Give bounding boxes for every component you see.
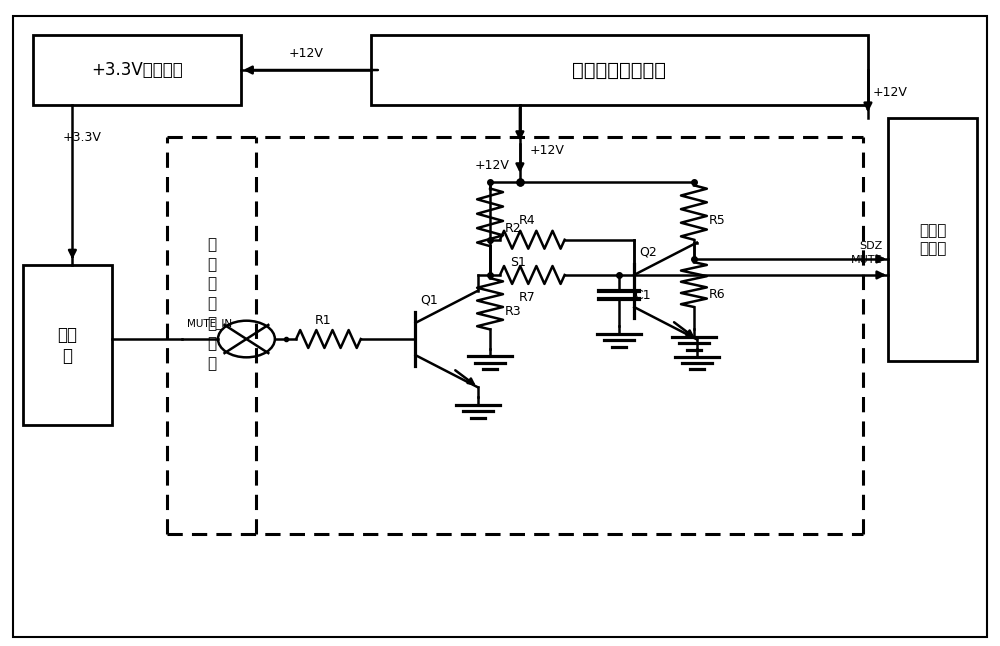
Text: MUTE_IN: MUTE_IN xyxy=(187,318,232,329)
Bar xyxy=(23,266,112,426)
Text: 处理
器: 处理 器 xyxy=(57,326,77,365)
Text: SDZ: SDZ xyxy=(860,241,883,251)
Bar xyxy=(371,35,868,105)
Text: R7: R7 xyxy=(519,291,536,304)
Text: MUTE: MUTE xyxy=(851,255,883,266)
Text: R1: R1 xyxy=(315,315,332,328)
Text: Q1: Q1 xyxy=(420,294,438,307)
Text: 开关电源输入电路: 开关电源输入电路 xyxy=(572,61,666,79)
Text: 消
除
冲
击
声
电
路: 消 除 冲 击 声 电 路 xyxy=(207,237,216,371)
Text: R5: R5 xyxy=(709,214,726,227)
Text: S1: S1 xyxy=(510,256,526,269)
Bar xyxy=(33,35,241,105)
Text: R3: R3 xyxy=(505,306,522,318)
Text: R6: R6 xyxy=(709,287,725,300)
Text: +12V: +12V xyxy=(873,86,908,99)
Text: +3.3V稳压电路: +3.3V稳压电路 xyxy=(91,61,183,79)
Text: 音频功
放电路: 音频功 放电路 xyxy=(919,224,946,256)
Text: Q2: Q2 xyxy=(639,245,657,258)
Text: +12V: +12V xyxy=(530,143,565,157)
Text: +12V: +12V xyxy=(475,160,510,172)
Text: +12V: +12V xyxy=(289,47,324,61)
Text: +3.3V: +3.3V xyxy=(62,131,101,144)
Bar xyxy=(888,118,977,361)
Text: R2: R2 xyxy=(505,222,522,235)
Text: C1: C1 xyxy=(634,289,651,302)
Text: R4: R4 xyxy=(519,214,536,227)
